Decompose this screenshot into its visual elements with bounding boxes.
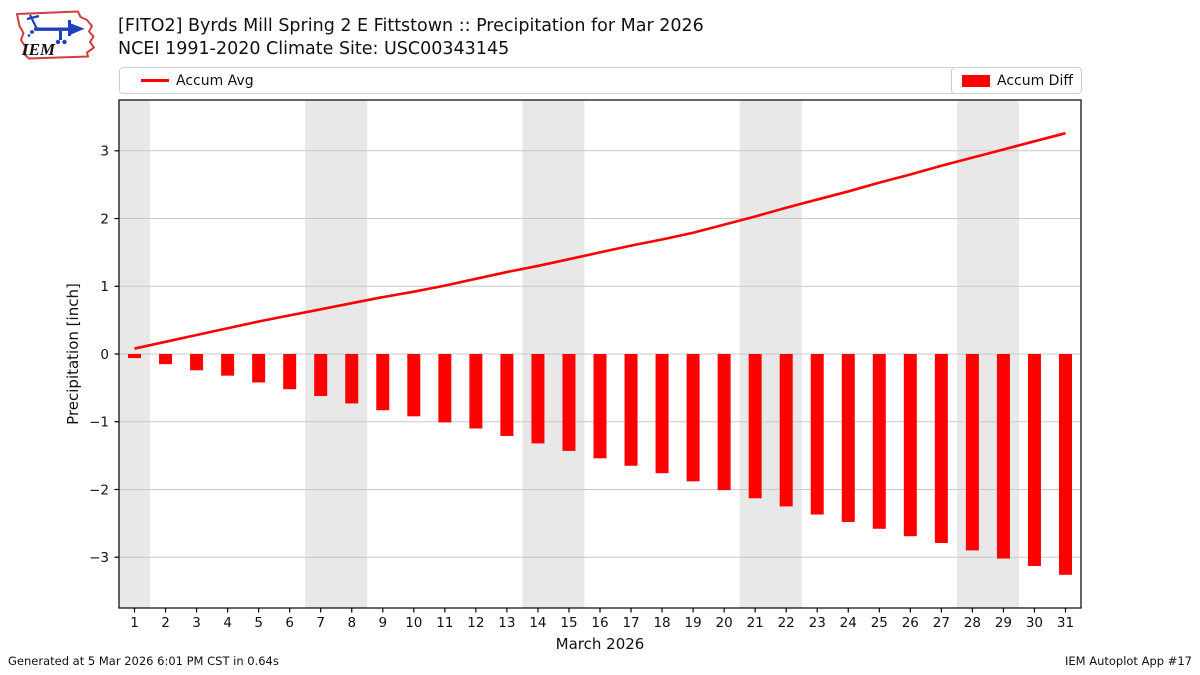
accum-diff-bar — [655, 354, 669, 474]
x-tick-label: 20 — [716, 615, 733, 631]
x-tick-label: 3 — [192, 615, 201, 631]
accum-avg-line — [134, 131, 1066, 350]
page-subtitle: NCEI 1991-2020 Climate Site: USC00343145 — [118, 39, 510, 59]
accum-diff-bar — [593, 354, 607, 459]
y-axis-label: Precipitation [inch] — [64, 283, 82, 425]
accum-diff-bar — [345, 354, 359, 404]
app-attribution: IEM Autoplot App #17 — [1064, 654, 1192, 668]
legend-accum-diff: Accum Diff — [951, 67, 1082, 94]
accum-diff-bar — [934, 354, 948, 543]
accum-diff-bar — [903, 354, 917, 537]
x-tick-label: 13 — [498, 615, 515, 631]
accum-diff-bar — [252, 354, 266, 383]
legend-avg-label: Accum Avg — [176, 72, 254, 89]
accum-diff-bar — [469, 354, 483, 429]
y-tick-label: 2 — [100, 211, 109, 227]
legend-diff-label: Accum Diff — [997, 72, 1074, 89]
accum-diff-bar — [717, 354, 731, 491]
bar-swatch-icon — [962, 74, 990, 87]
x-tick-label: 12 — [467, 615, 484, 631]
legend-accum-avg: Accum Avg — [119, 67, 1082, 94]
accum-diff-bar — [407, 354, 421, 417]
accum-diff-bar — [965, 354, 979, 551]
x-tick-label: 28 — [964, 615, 981, 631]
x-tick-label: 18 — [653, 615, 670, 631]
accum-diff-bar — [1058, 354, 1072, 575]
accum-diff-bar — [128, 354, 142, 359]
accum-diff-bar — [996, 354, 1010, 559]
x-tick-label: 10 — [405, 615, 422, 631]
y-tick-label: 3 — [100, 144, 109, 160]
y-tick-label: −1 — [89, 415, 109, 431]
y-tick-label: −3 — [89, 550, 109, 566]
accum-diff-bar — [1027, 354, 1041, 567]
generated-timestamp: Generated at 5 Mar 2026 6:01 PM CST in 0… — [8, 654, 279, 668]
iem-logo-text: IEM — [21, 40, 56, 59]
x-tick-label: 29 — [995, 615, 1012, 631]
accum-diff-bar — [686, 354, 700, 482]
x-tick-label: 24 — [840, 615, 857, 631]
accum-diff-bar — [779, 354, 793, 507]
y-tick-label: 0 — [100, 347, 109, 363]
x-tick-label: 21 — [747, 615, 764, 631]
x-tick-label: 25 — [871, 615, 888, 631]
x-tick-label: 2 — [161, 615, 170, 631]
accum-diff-bar — [810, 354, 824, 515]
x-tick-label: 11 — [436, 615, 453, 631]
y-tick-label: 1 — [100, 279, 109, 295]
line-swatch-icon — [141, 79, 169, 82]
accum-diff-bar — [190, 354, 204, 371]
x-tick-label: 9 — [378, 615, 387, 631]
accum-diff-bar — [314, 354, 328, 396]
x-tick-label: 22 — [778, 615, 795, 631]
page-title: [FITO2] Byrds Mill Spring 2 E Fittstown … — [118, 16, 704, 36]
accum-diff-bar — [159, 354, 173, 365]
x-tick-label: 17 — [622, 615, 639, 631]
chart-title-block: [FITO2] Byrds Mill Spring 2 E Fittstown … — [118, 15, 704, 61]
x-tick-label: 26 — [902, 615, 919, 631]
accum-diff-bar — [221, 354, 235, 376]
x-tick-label: 1 — [130, 615, 139, 631]
accum-diff-bar — [748, 354, 762, 499]
x-axis-label: March 2026 — [556, 635, 645, 653]
accum-diff-bar — [872, 354, 886, 529]
x-tick-label: 15 — [560, 615, 577, 631]
weather-vane-icon — [26, 14, 85, 45]
x-tick-label: 30 — [1026, 615, 1043, 631]
x-tick-label: 7 — [316, 615, 325, 631]
accum-diff-bar — [624, 354, 638, 466]
x-tick-label: 27 — [933, 615, 950, 631]
x-tick-label: 16 — [591, 615, 608, 631]
x-tick-label: 8 — [347, 615, 356, 631]
x-tick-label: 6 — [285, 615, 294, 631]
y-tick-label: −2 — [89, 482, 109, 498]
x-tick-label: 14 — [529, 615, 546, 631]
accum-diff-bar — [283, 354, 297, 390]
x-tick-label: 31 — [1057, 615, 1074, 631]
accum-diff-bar — [531, 354, 545, 444]
accum-diff-bar — [841, 354, 855, 522]
x-tick-label: 5 — [254, 615, 263, 631]
x-tick-label: 23 — [809, 615, 826, 631]
x-tick-label: 19 — [685, 615, 702, 631]
accum-diff-bar — [376, 354, 390, 411]
accum-diff-bar — [500, 354, 514, 436]
iowa-outline-icon — [16, 10, 95, 60]
iem-logo: IEM — [16, 10, 95, 60]
accum-diff-bar — [562, 354, 576, 451]
x-tick-label: 4 — [223, 615, 232, 631]
accum-diff-bar — [438, 354, 452, 423]
